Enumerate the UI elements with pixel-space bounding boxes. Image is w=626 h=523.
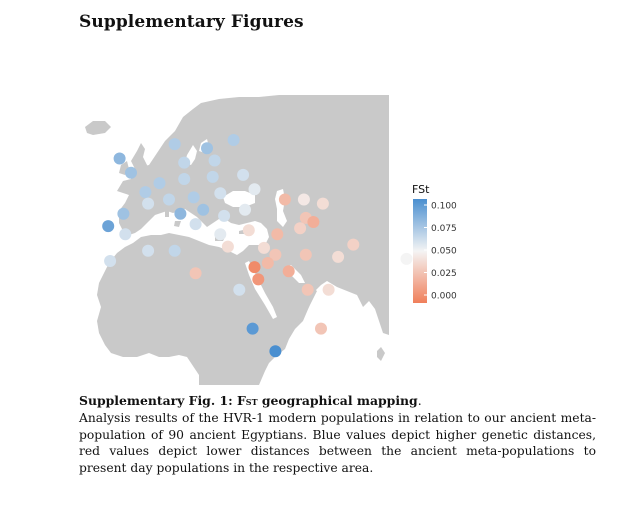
- caption-title-rest: geographical mapping: [257, 393, 418, 408]
- population-point: [208, 154, 221, 167]
- population-point: [187, 191, 200, 204]
- population-point: [297, 193, 310, 206]
- caption-title-end: .: [417, 393, 422, 408]
- population-point: [282, 265, 295, 278]
- population-point: [315, 322, 327, 335]
- population-point: [168, 138, 181, 151]
- population-point: [178, 156, 191, 169]
- population-point: [102, 220, 115, 233]
- population-point: [347, 238, 360, 251]
- legend-tick-label: 0.000: [431, 292, 457, 302]
- population-point: [400, 252, 413, 265]
- population-point: [218, 209, 231, 222]
- population-point: [271, 228, 284, 241]
- population-point: [278, 193, 291, 206]
- population-point: [178, 173, 191, 185]
- legend-tick-label: 0.050: [431, 247, 457, 257]
- population-point: [189, 218, 202, 231]
- population-point: [142, 244, 155, 257]
- caption-label: Supplementary Fig. 1:: [79, 393, 233, 408]
- population-point: [214, 228, 227, 241]
- population-point: [227, 134, 240, 146]
- population-point: [117, 207, 130, 220]
- legend-tick-label: 0.075: [431, 224, 457, 234]
- population-point: [206, 170, 219, 183]
- fst-legend: FSt 0.100 0.075 0.050 0.025 0.000: [412, 183, 457, 303]
- population-point: [221, 240, 234, 253]
- legend-tick-label: 0.100: [431, 202, 457, 212]
- population-point: [125, 166, 137, 179]
- population-points: [102, 134, 413, 358]
- population-point: [332, 250, 345, 263]
- fst-map-figure: FSt 0.100 0.075 0.050 0.025 0.000: [85, 95, 457, 385]
- population-point: [239, 203, 251, 216]
- population-point: [322, 283, 335, 296]
- population-point: [142, 197, 155, 210]
- population-point: [104, 255, 117, 267]
- population-point: [174, 207, 187, 220]
- population-point: [189, 267, 202, 280]
- population-point: [197, 203, 210, 216]
- population-point: [242, 224, 255, 237]
- population-point: [269, 345, 282, 358]
- population-point: [139, 186, 152, 199]
- legend-tick-label: 0.025: [431, 269, 457, 279]
- population-point: [201, 142, 213, 155]
- population-point: [252, 273, 265, 286]
- population-point: [294, 222, 307, 235]
- population-point: [269, 248, 282, 261]
- caption-title-sub: ST: [245, 397, 258, 407]
- figure-caption-title: Supplementary Fig. 1: FST geographical m…: [79, 393, 422, 408]
- supplementary-heading: Supplementary Figures: [79, 12, 304, 32]
- population-point: [258, 241, 270, 254]
- population-point: [119, 228, 132, 241]
- population-point: [237, 168, 250, 181]
- figure-caption-body: Analysis results of the HVR-1 modern pop…: [79, 411, 596, 475]
- population-point: [163, 193, 175, 206]
- population-point: [316, 197, 329, 210]
- population-point: [301, 283, 314, 296]
- population-point: [261, 257, 274, 269]
- caption-title-prefix: F: [237, 393, 246, 408]
- population-point: [299, 248, 312, 261]
- population-point: [233, 283, 246, 296]
- population-point: [248, 261, 261, 274]
- population-point: [168, 244, 181, 257]
- population-point: [214, 187, 227, 200]
- legend-colorbar: [413, 199, 427, 303]
- population-point: [307, 216, 320, 228]
- legend-title: FSt: [412, 183, 430, 196]
- population-point: [248, 183, 261, 196]
- population-point: [113, 152, 126, 165]
- population-point: [153, 177, 166, 190]
- population-point: [246, 322, 259, 335]
